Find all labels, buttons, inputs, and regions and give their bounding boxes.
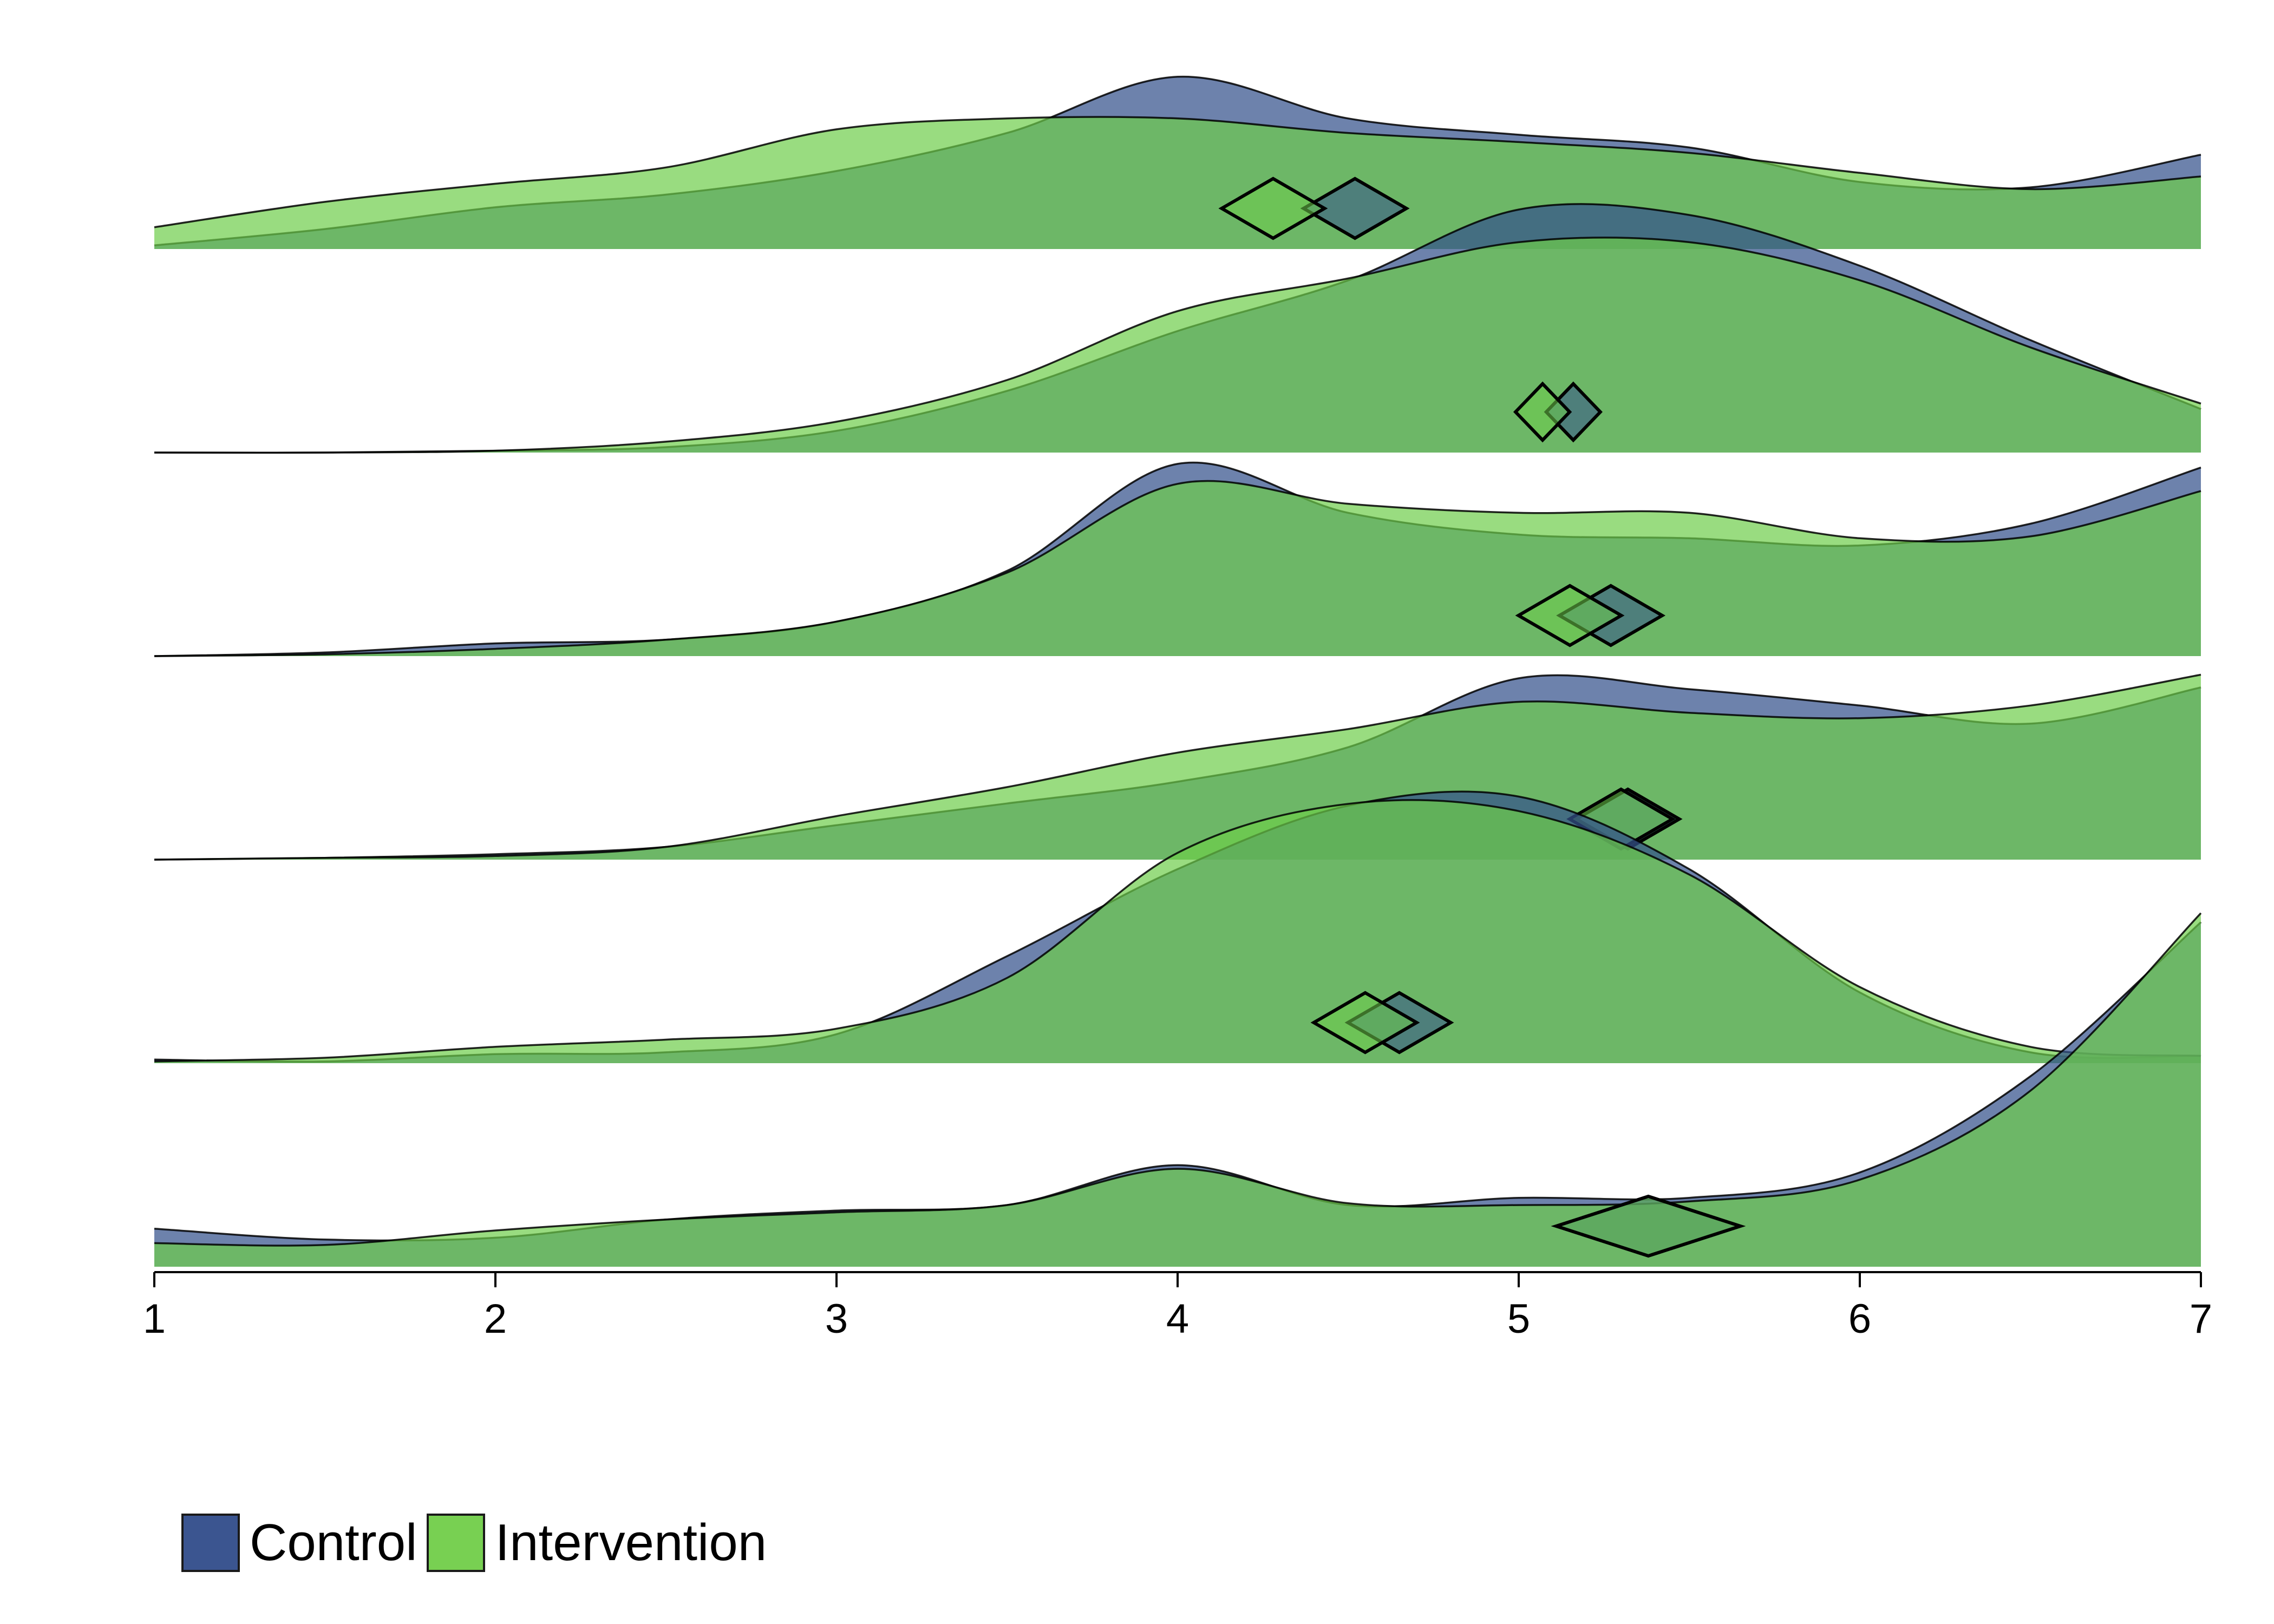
legend-label-control: Control xyxy=(250,1514,417,1571)
ridge-1 xyxy=(154,75,2201,250)
ridge-3 xyxy=(154,461,2201,657)
density-area-intervention-3 xyxy=(154,481,2201,656)
density-area-intervention-6 xyxy=(154,913,2201,1267)
x-tick-label-5: 5 xyxy=(1507,1296,1530,1342)
mean-diamond-intervention-2 xyxy=(1513,381,1572,443)
legend-item-control: Control xyxy=(181,1514,417,1572)
mean-diamond-control-2 xyxy=(1544,381,1603,443)
legend-item-intervention: Intervention xyxy=(427,1514,767,1572)
mean-diamond-intervention-3 xyxy=(1515,584,1625,647)
density-line-intervention-4 xyxy=(154,673,2201,861)
x-tick-label-1: 1 xyxy=(143,1296,166,1342)
density-line-intervention-1 xyxy=(154,116,2201,228)
ridges-layer xyxy=(154,75,2202,1267)
mean-diamond-control-1 xyxy=(1300,176,1410,240)
x-axis: 1 2 3 4 5 6 7 xyxy=(143,1271,2212,1342)
x-tick-label-6: 6 xyxy=(1848,1296,1871,1342)
x-tick-label-7: 7 xyxy=(2190,1296,2212,1342)
density-area-intervention-2 xyxy=(154,237,2201,453)
density-area-intervention-4 xyxy=(154,675,2201,860)
density-line-intervention-3 xyxy=(154,480,2201,657)
mean-diamond-intervention-6 xyxy=(1551,1194,1746,1258)
legend: Control Intervention xyxy=(181,1510,776,1575)
legend-label-intervention: Intervention xyxy=(495,1514,767,1571)
density-area-intervention-5 xyxy=(154,800,2201,1063)
density-line-intervention-2 xyxy=(154,237,2201,454)
ridge-6 xyxy=(154,912,2202,1267)
legend-swatch-control xyxy=(181,1514,240,1572)
mean-diamond-intervention-1 xyxy=(1218,176,1328,240)
ridge-5 xyxy=(154,790,2201,1063)
density-line-intervention-6 xyxy=(154,912,2202,1247)
x-tick-label-2: 2 xyxy=(484,1296,507,1342)
legend-swatch-intervention xyxy=(427,1514,486,1572)
x-tick-label-3: 3 xyxy=(825,1296,848,1342)
mean-diamond-intervention-5 xyxy=(1310,991,1420,1055)
density-line-intervention-5 xyxy=(154,799,2201,1063)
ridge-2 xyxy=(154,203,2201,454)
x-tick-label-4: 4 xyxy=(1166,1296,1189,1342)
ridge-4 xyxy=(154,673,2201,861)
density-area-intervention-1 xyxy=(154,116,2201,249)
